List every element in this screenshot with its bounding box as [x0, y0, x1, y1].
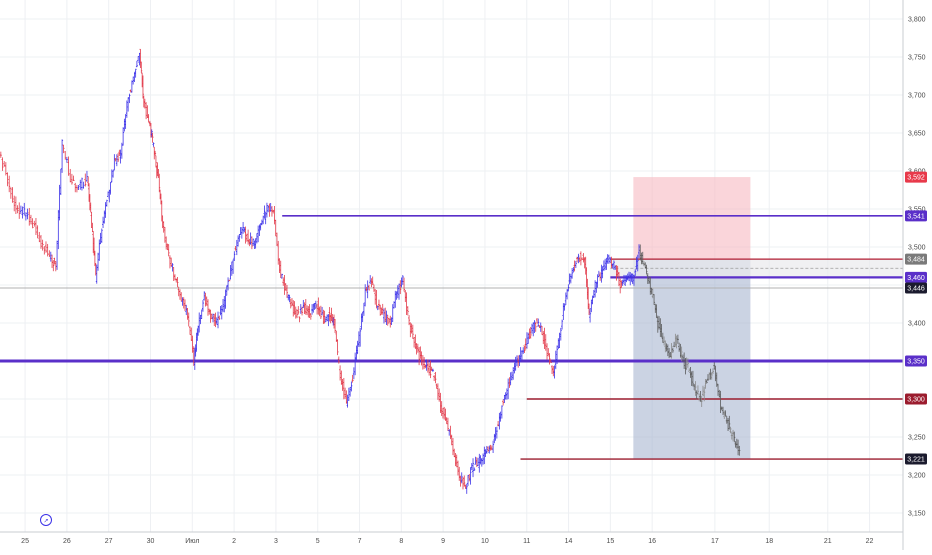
date-tick-label: 14 [565, 538, 573, 545]
price-badges: 3,592 3,541 3,484 3,460 3,446 3,350 3,300 3,221 [905, 171, 927, 465]
go-to-realtime-button[interactable]: ↗ [40, 514, 52, 526]
date-tick-label: 26 [63, 538, 71, 545]
price-badge [905, 271, 927, 283]
date-tick-label: 9 [441, 538, 445, 545]
date-tick-label: 8 [399, 538, 403, 545]
go-to-realtime-icon: ↗ [43, 519, 48, 525]
price-tick-label: 3,650 [908, 131, 926, 138]
price-badge [905, 393, 927, 405]
date-tick-label: 5 [316, 538, 320, 545]
price-badge-label: 3,460 [907, 275, 925, 282]
date-tick-label: 10 [481, 538, 489, 545]
date-tick-label: 30 [147, 538, 155, 545]
date-tick-label: Июл [185, 538, 199, 545]
horizontal-lines[interactable] [0, 215, 903, 460]
price-badge-label: 3,484 [907, 257, 925, 264]
price-badge-label: 3,300 [907, 397, 925, 404]
price-tick-label: 3,700 [908, 93, 926, 100]
price-badge [905, 253, 927, 265]
price-tick-label: 3,800 [908, 17, 926, 24]
stop-loss-zone[interactable] [633, 177, 751, 260]
go-to-realtime-circle [40, 514, 52, 526]
date-tick-label: 17 [711, 538, 719, 545]
date-tick-label: 7 [358, 538, 362, 545]
date-tick-label: 3 [274, 538, 278, 545]
price-badge [905, 355, 927, 367]
price-badge-label: 3,350 [907, 359, 925, 366]
date-tick-label: 25 [21, 538, 29, 545]
price-tick-label: 3,400 [908, 321, 926, 328]
price-tick-label: 3,550 [908, 207, 926, 214]
price-badge [905, 171, 927, 183]
price-tick-label: 3,500 [908, 245, 926, 252]
price-tick-label: 3,150 [908, 511, 926, 518]
price-badge [905, 210, 927, 222]
price-tick-label: 3,200 [908, 473, 926, 480]
date-tick-label: 11 [523, 538, 530, 545]
take-profit-zone[interactable] [633, 259, 751, 460]
price-badge-label: 3,221 [907, 457, 925, 464]
price-badge-label: 3,592 [907, 175, 925, 182]
date-tick-label: 15 [606, 538, 614, 545]
price-tick-label: 3,250 [908, 435, 926, 442]
price-badge [905, 453, 927, 465]
date-tick-label: 18 [765, 538, 773, 545]
date-tick-label: 2 [232, 538, 236, 545]
price-tick-label: 3,750 [908, 55, 926, 62]
date-tick-label: 27 [105, 538, 113, 545]
date-tick-label: 22 [866, 538, 874, 545]
date-tick-label: 16 [648, 538, 656, 545]
price-badge-label: 3,541 [907, 213, 925, 220]
time-axis[interactable]: 25 26 27 30 Июл 2 3 5 7 8 9 10 11 14 15 16 17 18 21 22 [21, 538, 873, 545]
price-badge [905, 282, 927, 294]
date-tick-label: 21 [824, 538, 832, 545]
price-badge-label: 3,446 [907, 286, 925, 293]
price-series [0, 48, 741, 494]
